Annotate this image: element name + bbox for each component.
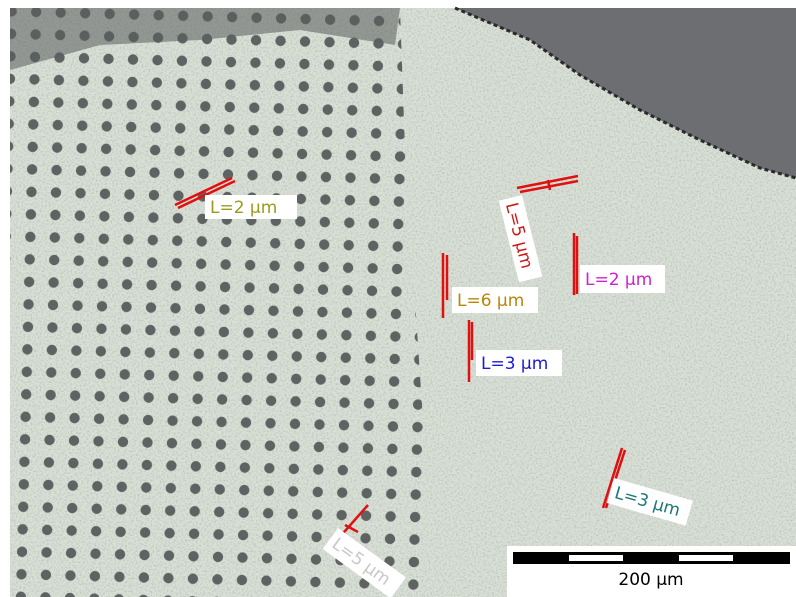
annotation-label: L=3 µm — [481, 354, 548, 374]
annotation: L=2 µm — [580, 265, 665, 293]
annotation-label: L=2 µm — [210, 198, 277, 218]
annotation: L=2 µm — [205, 195, 297, 219]
micrograph: L=2 µmL=5 µmL=2 µmL=6 µmL=3 µmL=3 µmL=5 … — [0, 0, 796, 597]
scale-bar-segment — [679, 555, 733, 561]
annotation-label: L=2 µm — [585, 270, 652, 290]
scale-bar-label: 200 µm — [618, 570, 683, 590]
annotation: L=3 µm — [476, 350, 562, 376]
annotation-label: L=6 µm — [457, 291, 524, 311]
hole-array — [10, 8, 430, 597]
scale-bar — [513, 552, 790, 564]
scale-bar-segment — [569, 555, 623, 561]
annotation: L=6 µm — [452, 287, 538, 313]
